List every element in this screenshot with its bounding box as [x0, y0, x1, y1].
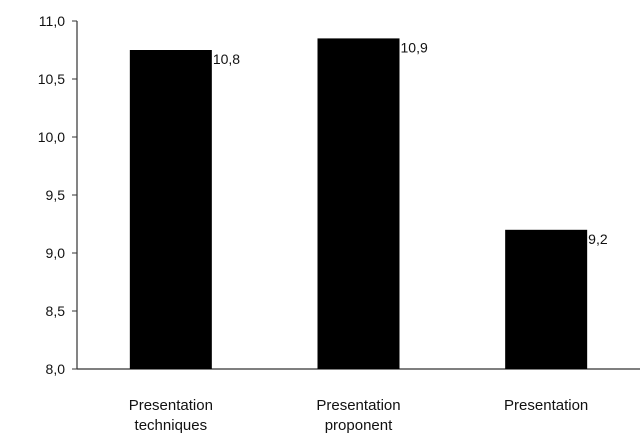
- bar: [317, 38, 400, 370]
- bars-group: [129, 38, 588, 370]
- y-tick-label: 8,0: [46, 361, 66, 377]
- x-tick-label-line: proponent: [325, 417, 393, 434]
- x-tick-label: Presentation techniques: [129, 397, 213, 434]
- data-labels-group: 10,8 10,9 9,2: [213, 39, 608, 246]
- x-axis-labels-group: Presentation techniques Presentation propon…: [129, 397, 589, 434]
- data-label: 10,8: [213, 51, 240, 67]
- x-tick-label-line: techniques: [135, 417, 208, 434]
- y-tick-label: 9,5: [46, 187, 66, 203]
- x-tick-label: Presentation: [504, 397, 588, 414]
- y-axis-ticks: 8,0 8,5 9,0 9,5 10,0 10,5 11,0: [38, 13, 77, 377]
- x-tick-label-line: Presentation: [316, 397, 400, 414]
- x-tick-label-line: Presentation: [129, 397, 213, 414]
- data-label: 10,9: [401, 39, 428, 55]
- bar: [505, 229, 588, 369]
- y-tick-label: 10,0: [38, 129, 65, 145]
- y-tick-label: 9,0: [46, 245, 66, 261]
- y-tick-label: 10,5: [38, 71, 65, 87]
- y-tick-label: 11,0: [39, 13, 65, 29]
- y-tick-label: 8,5: [46, 303, 66, 319]
- x-tick-label: Presentation proponent: [316, 397, 400, 434]
- bar: [129, 50, 212, 369]
- x-tick-label-line: Presentation: [504, 397, 588, 414]
- data-label: 9,2: [588, 231, 608, 247]
